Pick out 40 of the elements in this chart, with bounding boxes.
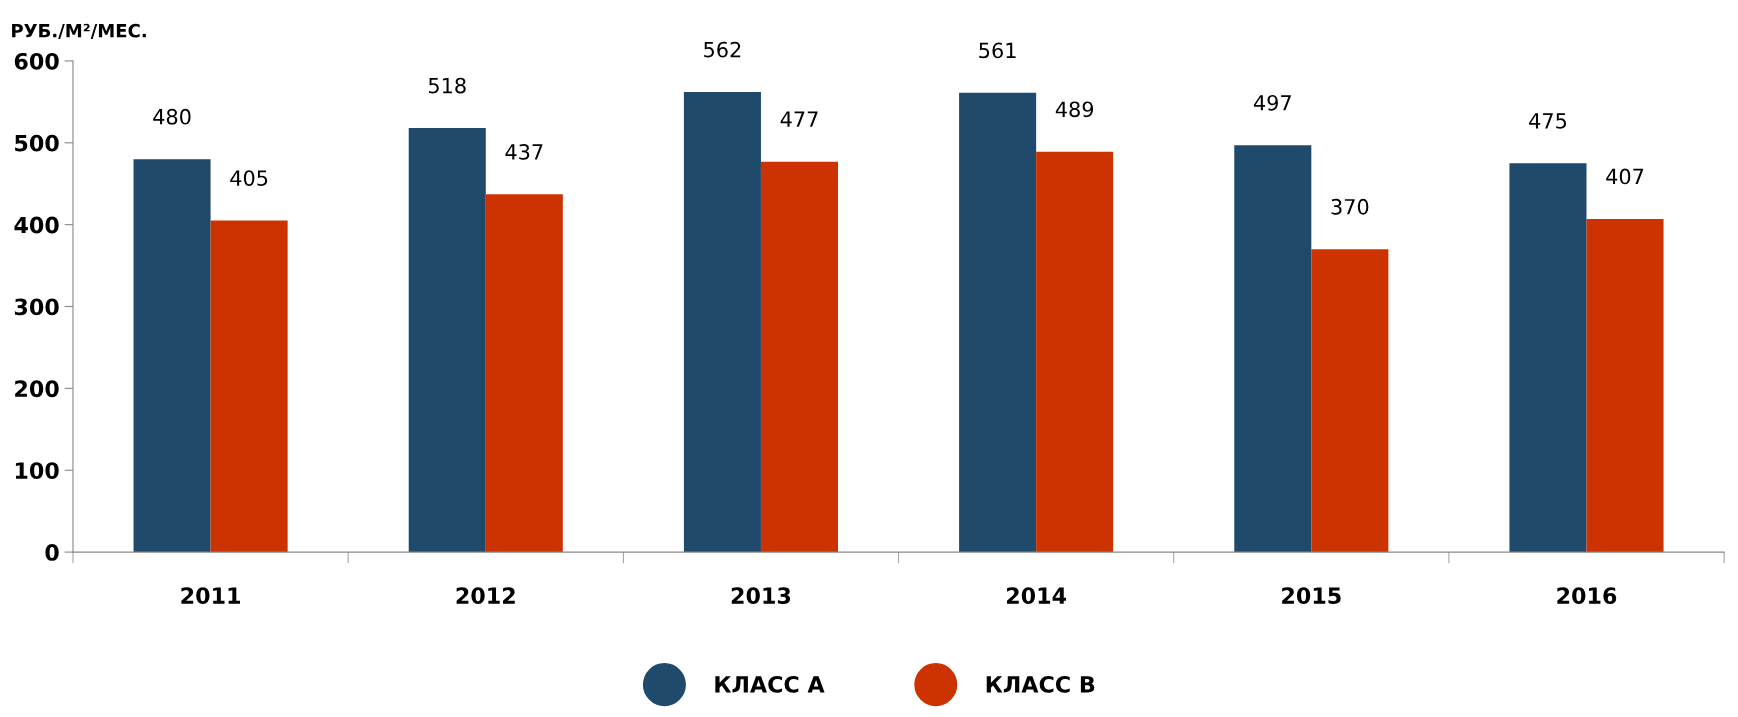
bar (133, 159, 211, 553)
x-tick-label: 2011 (181, 587, 240, 605)
y-tick-label: 400 (14, 216, 59, 234)
data-label: 480 (153, 108, 191, 125)
data-label: 407 (1606, 168, 1644, 185)
data-label: 561 (979, 42, 1016, 59)
bar (1586, 218, 1664, 553)
bar (485, 194, 563, 553)
data-label: 370 (1331, 198, 1369, 215)
bar (1234, 145, 1312, 553)
x-tick-label: 2016 (1557, 587, 1617, 605)
bar (1509, 163, 1587, 553)
y-axis-title: РУБ./М²/МЕС. (12, 23, 146, 39)
bar (1311, 249, 1389, 553)
y-tick-label: 200 (15, 380, 59, 398)
bar (760, 161, 839, 553)
y-tick-label: 600 (14, 52, 59, 70)
x-tick-label: 2013 (731, 587, 791, 605)
y-tick-label: 100 (15, 462, 59, 479)
y-tick-label: 0 (45, 544, 59, 561)
data-label: 562 (704, 41, 741, 58)
bar (1036, 151, 1114, 553)
bar (959, 92, 1037, 553)
data-label: 437 (505, 144, 543, 160)
x-tick-label: 2014 (1006, 587, 1067, 605)
y-tick-label: 500 (15, 134, 59, 152)
x-tick-label: 2012 (456, 587, 515, 605)
legend-label: КЛАСС B (986, 675, 1095, 693)
y-tick-label: 300 (14, 298, 59, 316)
data-label: 475 (1529, 113, 1567, 129)
data-label: 518 (428, 77, 466, 94)
bar (683, 92, 761, 553)
legend-label: КЛАСС А (715, 675, 825, 693)
data-label: 477 (780, 111, 818, 127)
data-label: 497 (1253, 94, 1291, 111)
bar (210, 220, 288, 553)
data-label: 489 (1055, 101, 1094, 118)
bar (408, 128, 486, 553)
x-tick-label: 2015 (1282, 587, 1341, 605)
data-label: 405 (230, 170, 268, 186)
